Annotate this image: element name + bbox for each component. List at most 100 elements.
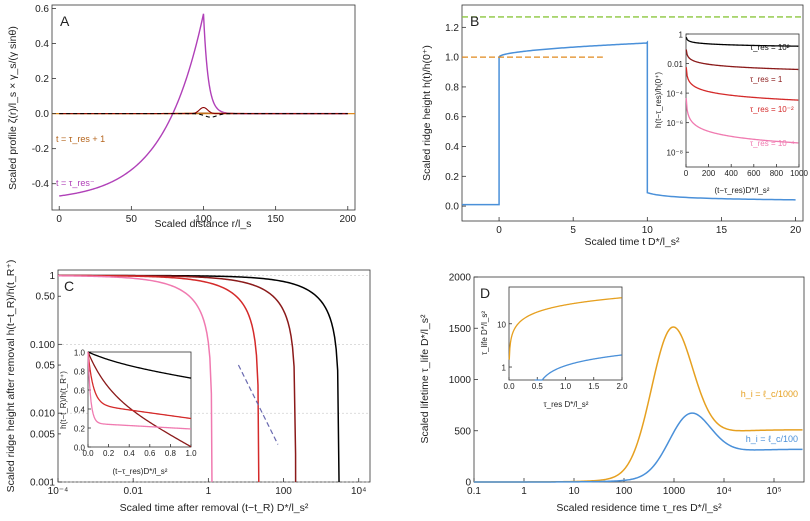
panel-d-xtick-0-label: 0.1: [467, 486, 481, 497]
panel-c-inset-ytick-3-label: 0.6: [74, 387, 86, 396]
panel-d-ytick-3-label: 1500: [449, 324, 472, 335]
panel-b-inset-series: [685, 36, 799, 144]
panel-d-xtick-1-label: 1: [521, 486, 527, 497]
panel-d-inset-ytick-0-label: 1: [502, 364, 507, 373]
panel-b-inset-xtick-400-label: 400: [725, 169, 739, 178]
panel-d-inset-series: [508, 297, 622, 381]
panel-c-xtick-1-label: 0.01: [123, 486, 143, 497]
panel-a-xtick-100-label: 100: [195, 214, 212, 225]
panel-c-series: [57, 274, 340, 483]
panel-b-ticks: 0 5 10 15 200.00.20.40.60.81.01.2: [445, 23, 801, 236]
panel-c-inset-ytick-2-label: 0.4: [74, 406, 86, 415]
panel-c-ytick-0-label: 1: [49, 271, 55, 282]
panel-c-inset-series-2: [87, 351, 192, 420]
panel-d-xtick-5-label: 10⁴: [716, 486, 731, 497]
panel-d-inset-ticks: 0.0 0.5 1.0 1.5 2.0 1 10: [497, 320, 628, 391]
panel-b-inset-series-1: [685, 49, 799, 71]
panel-b-inset-ylabel: h(t−τ_res)/h(0⁺): [654, 72, 663, 128]
panel-b-series-ridge: [462, 40, 796, 206]
panel-d-inset-xtick-0-label: 0.0: [503, 382, 515, 391]
panel-d-inset-xlabel: τ_res D*/l_s²: [544, 400, 589, 409]
panel-b-inset-label-1e-4: τ_res = 10⁻⁴: [750, 139, 795, 148]
panel-c-inset-ticks: 0.0 0.2 0.4 0.6 0.8 1.0 0.0 0.2 0.4 0.6 0.8 1.0: [74, 349, 197, 459]
panel-a-ticks: 0 50 100 150 200 -0.4 -0.2 0.0 0.2 0.4 0.6: [32, 4, 357, 225]
panel-c-inset-xtick-0-label: 0.0: [82, 449, 94, 458]
panel-c-xlabel: Scaled time after removal (t−t_R) D*/l_s…: [120, 502, 309, 514]
panel-d-inset-series-1: [534, 354, 622, 381]
panel-c-xtick-4-label: 10⁴: [351, 486, 366, 497]
panel-b-ytick-6-label: 1.2: [445, 23, 459, 34]
panel-b-inset-series-2: [685, 67, 799, 101]
panel-b-ylabel: Scaled ridge height h(t)/h(0⁺): [421, 45, 433, 181]
panel-c-xtick-3-label: 100: [275, 486, 292, 497]
panel-b-inset-ytick-1-label: 0.01: [667, 60, 683, 69]
panel-a-ytick-0-label: -0.4: [32, 179, 50, 190]
panel-b-ytick-4-label: 0.8: [445, 82, 459, 93]
panel-a-annotation-tres-plus-1: t = τ_res + 1: [56, 134, 105, 144]
panel-d-ytick-0-label: 0: [465, 478, 471, 489]
panel-b-xtick-5-label: 5: [570, 225, 576, 236]
panel-b-label: B: [470, 13, 479, 29]
panel-a-series: [59, 13, 348, 197]
panel-b-xtick-0-label: 0: [496, 225, 502, 236]
panel-a-annotation-tres-minus: t = τ_res⁻: [56, 178, 95, 188]
panel-d-label-hc1000: h_i = ℓ_c/1000: [741, 389, 798, 399]
panel-b-ytick-3-label: 0.6: [445, 112, 459, 123]
panel-b-inset-label-1: τ_res = 1: [750, 75, 783, 84]
panel-a-series-3: [59, 113, 348, 118]
panel-b-inset-ticks: 0 200 400 600 800 1000 1 0.01 10⁻⁴ 10⁻⁶ 10⁻⁸: [666, 31, 808, 179]
panel-b-inset-label-1e-2: τ_res = 10⁻²: [750, 105, 794, 114]
panel-d-inset-xtick-4-label: 2.0: [616, 382, 628, 391]
panel-b-xtick-15-label: 15: [716, 225, 728, 236]
panel-d-inset-xtick-3-label: 1.5: [588, 382, 600, 391]
panel-c-ticks: 10⁻⁴ 0.01 1 100 10⁴ 1 0.100 0.010 0.001 0.50 0.05 0…: [30, 271, 366, 497]
panel-c: 10⁻⁴ 0.01 1 100 10⁴ 1 0.100 0.010 0.001 0.50 0.05 0…: [5, 260, 371, 514]
panel-a-xtick-50-label: 50: [126, 214, 138, 225]
panel-a-label: A: [60, 13, 70, 29]
panel-c-inset-xlabel: (t−τ_res)D*/l_s²: [113, 467, 168, 476]
panel-b-inset-label-1e2: τ_res = 10²: [750, 43, 790, 52]
panel-a-xtick-200-label: 200: [339, 214, 356, 225]
panel-c-yminor-1-label: 0.05: [36, 361, 56, 372]
panel-b-inset-xtick-800-label: 800: [770, 169, 784, 178]
panel-a-xlabel: Scaled distance r/l_s: [155, 218, 252, 230]
panel-b-inset-xtick-600-label: 600: [747, 169, 761, 178]
panel-c-yminor-0-label: 0.50: [36, 292, 56, 303]
panel-b-inset-ytick-4-label: 10⁻⁸: [667, 149, 684, 158]
panel-b-inset-xtick-0-label: 0: [684, 169, 689, 178]
panel-c-xtick-2-label: 1: [206, 486, 212, 497]
panel-a-xtick-0-label: 0: [56, 214, 62, 225]
panel-c-inset-ytick-5-label: 1.0: [74, 349, 86, 358]
panel-d-ylabel: Scaled lifetime τ_life D*/l_s²: [419, 314, 431, 444]
panel-d-xtick-4-label: 1000: [663, 486, 686, 497]
panel-d-inset-ylabel: τ_life D*/l_s²: [480, 311, 489, 355]
panel-c-inset-series: [87, 351, 192, 448]
panel-a-ytick-2-label: 0.0: [35, 109, 49, 120]
panel-c-ytick-3-label: 0.001: [30, 478, 55, 489]
panel-d-inset-xtick-1-label: 0.5: [532, 382, 544, 391]
panel-b-inset-ytick-2-label: 10⁻⁴: [666, 90, 683, 99]
panel-d-xtick-3-label: 100: [616, 486, 633, 497]
panel-c-inset-frame: [87, 351, 192, 448]
panel-a-ylabel: Scaled profile ζ(r)/l_s × γ_s/(γ sinθ): [7, 26, 19, 190]
panel-b-inset-xtick-1000-label: 1000: [790, 169, 808, 178]
panel-c-label: C: [64, 278, 74, 294]
panel-c-inset-ylabel: h(t−t_R)/h(t_R⁺): [59, 371, 68, 429]
panel-c-inset-series-3: [87, 351, 192, 430]
panel-d-label: D: [480, 285, 490, 301]
panel-c-xtick-0-label: 10⁻⁴: [48, 486, 69, 497]
panel-b-inset-xtick-200-label: 200: [702, 169, 716, 178]
panel-b-ytick-0-label: 0.0: [445, 202, 459, 213]
panel-c-inset-series-0: [87, 351, 192, 379]
panel-b-series: [462, 16, 803, 206]
panel-c-inset-xtick-2-label: 0.4: [124, 449, 136, 458]
panel-a-xtick-150-label: 150: [267, 214, 284, 225]
panel-b-ytick-5-label: 1.0: [445, 53, 459, 64]
panel-d-series: [474, 326, 803, 483]
panel-c-inset-ytick-0-label: 0.0: [74, 444, 86, 453]
panel-d-xlabel: Scaled residence time τ_res D*/l_s²: [556, 502, 722, 514]
panel-b-inset-series-3: [685, 98, 799, 144]
panel-c-inset-xtick-5-label: 1.0: [185, 449, 197, 458]
panel-b-ytick-1-label: 0.2: [445, 172, 459, 183]
